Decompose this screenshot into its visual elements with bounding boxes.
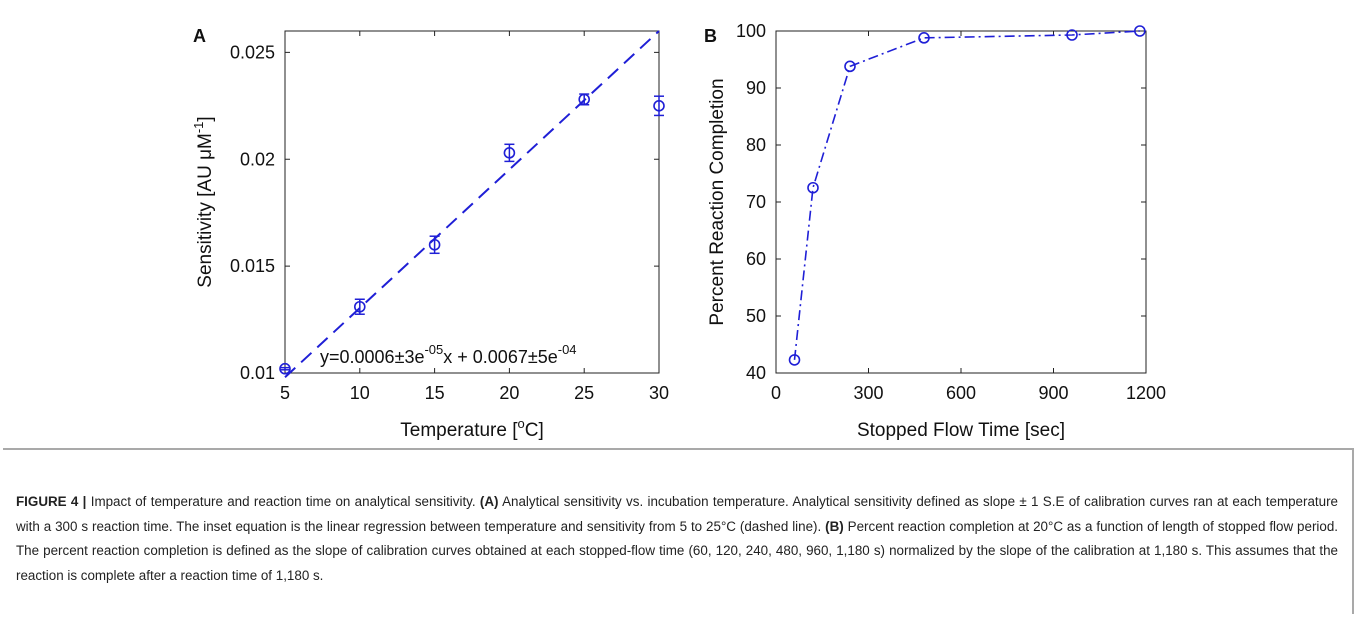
panel-b-chart: B 0 300 600 900 1200 40 50 60 70 80 90 100 Stopped… [704,21,1166,441]
panel-a-data-point [578,93,591,106]
panel-a-x-ticks: 5 10 15 20 25 30 [280,31,669,403]
caption-text-a: Analytical sensitivity vs. incubation te… [16,494,1338,534]
panel-b-y-axis-label: Percent Reaction Completion [707,78,728,325]
panel-a-y-tick-label: 0.02 [240,149,275,169]
panel-b-y-tick-label: 80 [746,135,766,155]
panel-b-y-tick-label: 70 [746,192,766,212]
panel-b-data-point [1134,25,1146,37]
panel-a-x-tick-label: 20 [499,383,519,403]
figure-caption: FIGURE 4 | Impact of temperature and rea… [16,490,1338,588]
panel-b-x-tick-label: 0 [771,383,781,403]
panel-a-axes-box [284,30,660,374]
panel-a-data-point [503,147,516,159]
panel-b-data-points [788,25,1146,366]
panel-a-x-axis-label: Temperature [oC] [400,416,543,441]
panel-a-x-tick-label: 15 [425,383,445,403]
panel-b-y-ticks: 40 50 60 70 80 90 100 [736,21,1146,383]
panel-b-series-line [793,30,1140,360]
panel-a-label: A [193,26,206,46]
panel-b-axes-box [775,30,1147,374]
panel-a-data-point [428,238,441,251]
panel-a-y-tick-label: 0.015 [230,256,275,276]
panel-b-x-ticks: 0 300 600 900 1200 [771,31,1166,403]
panel-b-data-point [918,32,930,44]
figure-4: A 5 10 15 20 25 30 0.01 0.015 0.02 0.025 y=0.000… [191,21,1166,441]
panel-b-x-tick-label: 1200 [1126,383,1166,403]
panel-a-y-axis-label: Sensitivity [AU μM-1] [191,116,216,287]
panel-a-x-tick-label: 10 [350,383,370,403]
panel-b-y-tick-label: 40 [746,363,766,383]
panel-b-x-tick-label: 900 [1038,383,1068,403]
panel-b-label: B [704,26,717,46]
panel-b-data-point [1066,29,1078,41]
caption-text-b: Percent reaction completion at 20°C as a… [16,518,1339,583]
panel-b-y-tick-label: 90 [746,78,766,98]
panel-a-y-tick-label: 0.01 [240,363,275,383]
figure-caption-box: FIGURE 4 | Impact of temperature and rea… [0,448,1358,617]
panel-b-y-tick-label: 100 [736,21,766,41]
panel-a-data-point [353,300,366,313]
panel-b-data-point [788,354,801,366]
panel-a-regression-line [284,30,660,379]
panel-a-chart: A 5 10 15 20 25 30 0.01 0.015 0.02 0.025 y=0.000… [191,26,669,441]
panel-a-x-tick-label: 5 [280,383,290,403]
panel-a-y-ticks: 0.01 0.015 0.02 0.025 [230,42,659,383]
caption-ref-a: (A) [479,494,499,509]
panel-a-data-points [279,93,665,375]
caption-intro: Impact of temperature and reaction time … [86,494,480,509]
panel-b-data-point [807,181,819,194]
caption-ref-b: (B) [825,518,844,534]
panel-a-x-tick-label: 30 [649,383,669,403]
panel-b-x-axis-label: Stopped Flow Time [sec] [857,420,1065,441]
caption-label: FIGURE 4 | [16,494,87,509]
panel-a-x-tick-label: 25 [574,383,594,403]
panel-a-equation: y=0.0006±3e-05x + 0.0067±5e-04 [320,342,577,367]
caption-top-rule [3,448,1353,450]
panel-b-y-tick-label: 50 [746,306,766,326]
panel-b-data-point [844,60,856,73]
panel-b-x-tick-label: 300 [853,383,883,403]
panel-a-y-tick-label: 0.025 [230,42,275,62]
panel-b-x-tick-label: 600 [946,383,976,403]
panel-a-data-point [653,100,665,112]
panel-b-y-tick-label: 60 [746,249,766,269]
caption-right-rule [1352,448,1354,614]
panel-a-data-point [279,362,291,375]
